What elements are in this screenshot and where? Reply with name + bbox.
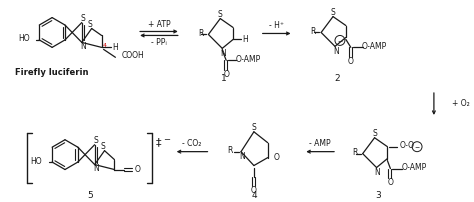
Text: N: N: [80, 42, 86, 51]
Text: 1: 1: [221, 74, 227, 83]
Text: S: S: [100, 142, 105, 151]
Text: S: S: [372, 129, 377, 138]
Text: −: −: [164, 135, 170, 144]
Text: R: R: [198, 29, 203, 38]
Text: R: R: [352, 148, 357, 157]
Text: O-AMP: O-AMP: [362, 42, 387, 51]
Text: O: O: [251, 186, 257, 195]
Text: O: O: [134, 165, 140, 174]
Text: −: −: [337, 38, 343, 43]
Text: N: N: [333, 47, 339, 56]
Text: R: R: [228, 146, 233, 155]
Text: 3: 3: [375, 191, 382, 200]
Text: S: S: [93, 136, 98, 145]
Text: 5: 5: [87, 191, 92, 200]
Text: H: H: [112, 43, 118, 52]
Text: R: R: [310, 27, 316, 36]
Text: O: O: [348, 57, 354, 66]
Text: O-AMP: O-AMP: [235, 55, 261, 64]
Text: O: O: [387, 178, 393, 187]
Text: 4: 4: [251, 191, 257, 200]
Text: N: N: [93, 164, 99, 173]
Text: + O₂: + O₂: [452, 99, 469, 108]
Text: N: N: [374, 168, 381, 177]
Text: O-AMP: O-AMP: [401, 163, 427, 172]
Text: 4: 4: [102, 43, 107, 48]
Text: - AMP: - AMP: [310, 139, 331, 148]
Text: −: −: [414, 144, 419, 149]
Text: O-O: O-O: [399, 141, 414, 150]
Text: HO: HO: [31, 157, 42, 166]
Text: H: H: [242, 35, 248, 44]
Text: + ATP: + ATP: [147, 20, 170, 29]
Text: O: O: [223, 70, 229, 79]
Text: S: S: [87, 20, 92, 29]
Text: - PPᵢ: - PPᵢ: [151, 38, 167, 47]
Text: - CO₂: - CO₂: [182, 139, 202, 148]
Text: S: S: [331, 8, 336, 17]
Text: O: O: [273, 153, 280, 162]
Text: N: N: [239, 152, 245, 161]
Text: S: S: [81, 14, 85, 23]
Text: Firefly luciferin: Firefly luciferin: [15, 68, 89, 77]
Text: 2: 2: [334, 74, 340, 83]
Text: S: S: [218, 10, 223, 19]
Text: N: N: [220, 49, 226, 58]
Text: ‡: ‡: [156, 137, 162, 147]
Text: HO: HO: [18, 34, 29, 43]
Text: - H⁺: - H⁺: [269, 21, 284, 30]
Text: S: S: [252, 123, 256, 132]
Text: COOH: COOH: [121, 51, 144, 60]
